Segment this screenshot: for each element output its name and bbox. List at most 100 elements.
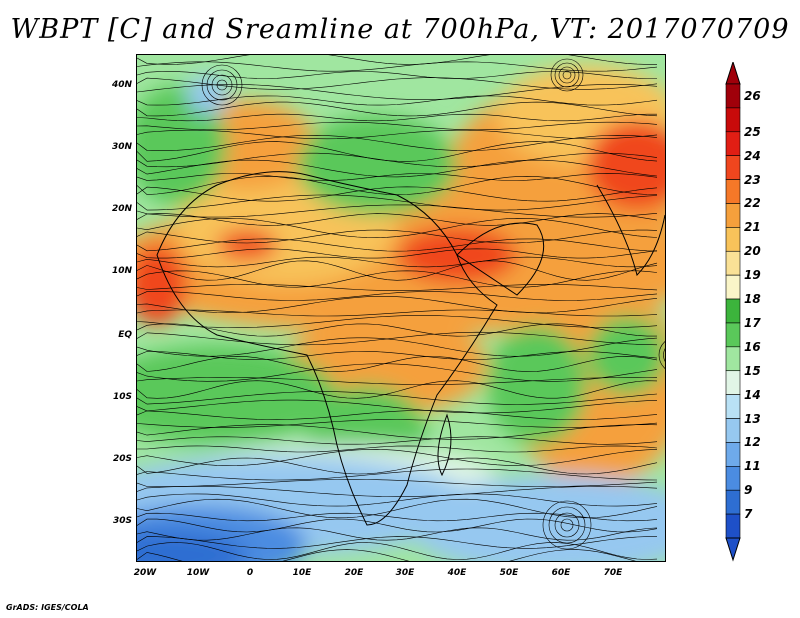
lat-tick-label: 30N (111, 142, 132, 152)
colorbar-tick-label: 25 (744, 124, 761, 139)
eddy-streamline (554, 512, 580, 538)
streamline (137, 391, 658, 405)
streamline (137, 351, 658, 360)
streamline (137, 468, 658, 481)
streamline (137, 186, 658, 202)
colorbar-tick-label: 11 (744, 459, 761, 474)
lon-tick-label: 40E (447, 568, 467, 578)
eddy-streamline (206, 69, 238, 101)
streamline (137, 248, 658, 259)
lat-tick-label: 30S (112, 516, 132, 526)
streamline (137, 77, 658, 90)
streamline (137, 315, 658, 328)
colorbar-swatch (725, 466, 741, 491)
colorbar (725, 62, 741, 562)
streamline (137, 448, 658, 467)
colorbar-tick-label: 16 (744, 339, 761, 354)
lon-tick-label: 60E (551, 568, 571, 578)
streamline (137, 95, 658, 106)
eddy-streamline (560, 518, 574, 532)
streamline (137, 217, 658, 239)
colorbar-tick-label: 12 (744, 435, 761, 450)
streamline (137, 512, 658, 522)
streamline (137, 296, 658, 314)
streamline (137, 377, 658, 385)
colorbar-swatch (725, 513, 741, 539)
eddy-streamline (562, 70, 572, 80)
lat-tick-label: 10S (112, 392, 132, 402)
streamline (137, 204, 658, 218)
streamline (137, 363, 658, 382)
lon-tick-label: 10W (186, 568, 210, 578)
eddy-streamline (211, 74, 233, 96)
streamline (137, 424, 658, 440)
lon-tick-label: 0 (246, 568, 254, 578)
colorbar-swatch (725, 442, 741, 467)
colorbar-swatch (725, 418, 741, 443)
colorbar-swatch (725, 394, 741, 419)
streamline (137, 399, 658, 414)
streamline (137, 356, 658, 372)
lat-tick-label: 20N (111, 204, 132, 214)
colorbar-tick-label: 13 (744, 411, 761, 426)
streamline (137, 527, 658, 541)
colorbar-swatch (725, 250, 741, 276)
eddy-streamline (550, 58, 584, 92)
streamline (137, 55, 658, 65)
eddy-streamline (663, 348, 665, 362)
streamline (137, 536, 657, 549)
colorbar-swatch (725, 83, 741, 109)
colorbar-tick-label: 15 (744, 363, 761, 378)
streamline (137, 323, 657, 337)
streamline (137, 229, 658, 244)
streamline (137, 270, 658, 288)
streamline (137, 159, 658, 178)
lon-tick-label: 50E (499, 568, 519, 578)
colorbar-tick-label: 20 (744, 244, 761, 259)
eddy-streamline (658, 341, 665, 369)
map-panel (136, 54, 666, 562)
grads-credit: GrADS: IGES/COLA (6, 603, 89, 612)
streamline (137, 61, 658, 72)
colorbar-swatch (725, 203, 741, 228)
streamline (137, 309, 658, 317)
lon-tick-label: 10E (292, 568, 312, 578)
streamline (137, 337, 658, 357)
streamline (137, 152, 658, 168)
streamline (137, 445, 658, 453)
colorbar-bottom-arrow (725, 537, 741, 562)
streamlines (137, 55, 665, 561)
streamline (137, 518, 658, 533)
streamline (137, 84, 658, 100)
eddy-streamline (542, 500, 592, 550)
streamline (137, 457, 658, 475)
streamline (137, 141, 658, 162)
colorbar-tick-label: 18 (744, 292, 761, 307)
colorbar-tick-label: 21 (744, 220, 761, 235)
colorbar-tick-label: 9 (744, 483, 753, 498)
colorbar-top-arrow (725, 62, 741, 85)
streamline (137, 498, 658, 519)
streamline (137, 134, 658, 152)
colorbar-tick-label: 17 (744, 315, 761, 330)
streamline (137, 486, 658, 497)
streamline (137, 121, 658, 131)
colorbar-swatch (725, 346, 741, 372)
colorbar-swatch (725, 131, 741, 156)
streamline (137, 479, 658, 487)
colorbar-tick-label: 26 (744, 88, 761, 103)
streamline (137, 331, 658, 346)
colorbar-tick-label: 7 (744, 507, 753, 522)
colorbar-tick-label: 24 (744, 148, 761, 163)
streamline (137, 493, 658, 507)
eddy-streamline (201, 64, 243, 106)
colorbar-swatch (725, 155, 741, 180)
streamline (137, 291, 658, 301)
wbpt-field-map (137, 55, 665, 561)
streamline (137, 101, 658, 117)
colorbar-swatch (725, 370, 741, 395)
streamline (137, 238, 658, 252)
eddy-streamline (558, 66, 576, 84)
chart-title: WBPT [C] and Sreamline at 700hPa, VT: 20… (10, 14, 790, 45)
colorbar-swatch (725, 298, 741, 324)
